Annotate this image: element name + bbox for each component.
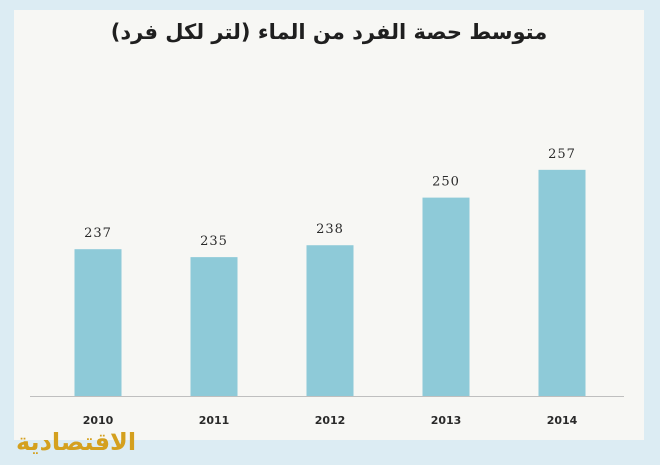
- x-tick-label-2012: 2012: [315, 414, 346, 427]
- x-tick-label-2010: 2010: [83, 414, 114, 427]
- chart-title: متوسط حصة الفرد من الماء (لتر لكل فرد): [110, 20, 548, 44]
- bar-2013: [422, 197, 470, 396]
- data-label-2012: 238: [316, 222, 344, 237]
- x-tick-label-2011: 2011: [199, 414, 230, 427]
- bar-2012: [306, 245, 354, 396]
- data-label-2010: 237: [84, 226, 112, 241]
- bar-2011: [190, 257, 238, 396]
- x-tick-label-2013: 2013: [431, 414, 462, 427]
- bar-2010: [74, 249, 122, 396]
- x-tick-label-2014: 2014: [547, 414, 578, 427]
- data-label-2011: 235: [200, 234, 228, 249]
- data-label-2013: 250: [432, 175, 460, 190]
- data-label-2014: 257: [548, 147, 576, 162]
- bar-2014: [538, 169, 586, 396]
- publisher-logo: الاقتصادية: [16, 428, 137, 456]
